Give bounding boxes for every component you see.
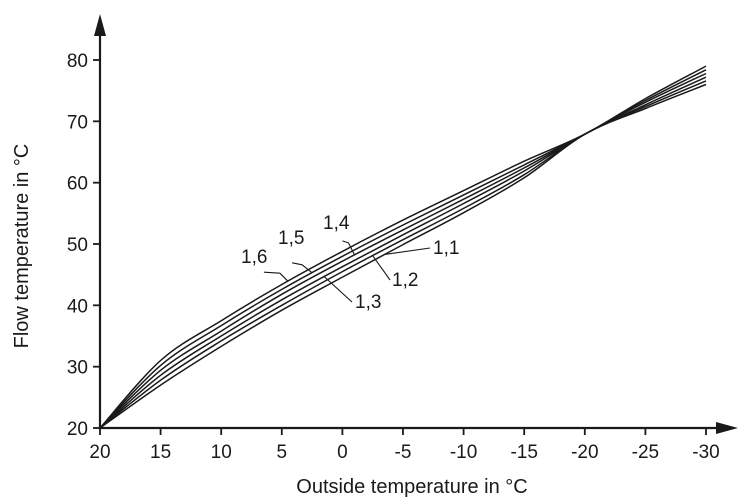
curve-1-2 bbox=[99, 80, 707, 429]
curve-label-1-6: 1,6 bbox=[241, 247, 267, 268]
curve-1-4 bbox=[99, 72, 707, 429]
x-tick-label: -25 bbox=[632, 442, 659, 463]
y-tick-label: 20 bbox=[67, 419, 88, 440]
curve-1-6 bbox=[99, 65, 707, 429]
y-tick-label: 50 bbox=[67, 235, 88, 256]
x-axis-arrow bbox=[716, 422, 738, 434]
x-tick-label: -10 bbox=[450, 442, 477, 463]
x-tick-label: -15 bbox=[510, 442, 537, 463]
x-tick-label: -5 bbox=[395, 442, 412, 463]
leader-1-1 bbox=[384, 247, 431, 255]
x-tick-label: 5 bbox=[277, 442, 288, 463]
x-tick-label: 10 bbox=[211, 442, 232, 463]
x-tick-label: 20 bbox=[89, 442, 110, 463]
y-tick-label: 80 bbox=[67, 51, 88, 72]
leader-1-5 bbox=[291, 262, 313, 274]
curve-1-5 bbox=[99, 69, 707, 429]
curve-labels: 1,1 1,2 1,3 1,4 1,5 1,6 bbox=[241, 213, 459, 313]
leader-1-4 bbox=[342, 240, 355, 256]
leader-1-3 bbox=[323, 276, 353, 303]
leader-1-6 bbox=[263, 271, 289, 282]
x-axis-title: Outside temperature in °C bbox=[296, 476, 527, 498]
y-axis-arrow bbox=[94, 14, 106, 36]
y-tick-label: 40 bbox=[67, 296, 88, 317]
x-tick-label: 0 bbox=[337, 442, 348, 463]
y-tick-label: 30 bbox=[67, 358, 88, 379]
curve-label-1-2: 1,2 bbox=[392, 270, 418, 291]
x-tick-label: -30 bbox=[692, 442, 719, 463]
leader-1-2 bbox=[372, 255, 391, 281]
y-tick-label: 70 bbox=[67, 112, 88, 133]
y-tick-label: 60 bbox=[67, 174, 88, 195]
curve-1-3 bbox=[99, 76, 707, 429]
x-tick-label: 15 bbox=[150, 442, 171, 463]
curve-1-1 bbox=[99, 83, 707, 429]
curve-label-1-4: 1,4 bbox=[323, 213, 350, 234]
curve-label-1-3: 1,3 bbox=[355, 292, 381, 313]
x-tick-label: -20 bbox=[571, 442, 598, 463]
curves bbox=[99, 65, 707, 429]
curve-label-1-5: 1,5 bbox=[278, 228, 304, 249]
y-axis-title: Flow temperature in °C bbox=[11, 144, 33, 349]
curve-label-1-1: 1,1 bbox=[433, 238, 459, 259]
